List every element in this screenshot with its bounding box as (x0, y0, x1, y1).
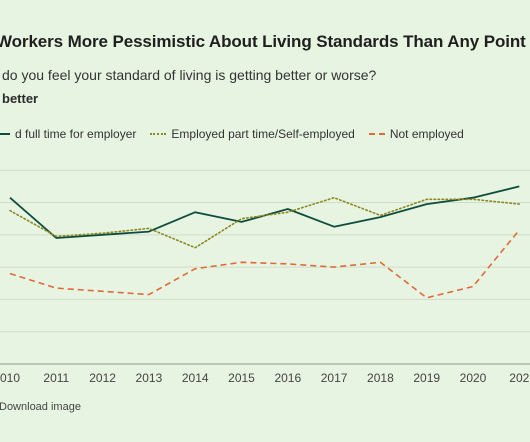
x-tick-label: 2016 (274, 371, 301, 385)
data-point[interactable] (100, 288, 106, 294)
data-point[interactable] (516, 183, 522, 189)
data-point[interactable] (424, 295, 430, 301)
data-point[interactable] (516, 227, 522, 233)
series-line-employed-part-time-self-employed (9, 196, 521, 249)
data-point[interactable] (100, 230, 106, 236)
x-tick-label: 202 (509, 371, 529, 385)
chart-subtitle: do you feel your standard of living is g… (2, 67, 377, 83)
x-tick-label: 2019 (413, 371, 440, 385)
legend-label-full-time: d full time for employer (15, 127, 137, 141)
series-line-d-full-time-for-employer (9, 185, 520, 239)
data-point[interactable] (239, 216, 245, 222)
x-tick-label: 010 (0, 371, 20, 385)
measure-label: better (2, 91, 39, 106)
x-tick-label: 2017 (321, 371, 348, 385)
legend-label-part-time: Employed part time/Self-employed (171, 127, 355, 141)
x-tick-label: 2011 (43, 371, 69, 385)
data-point[interactable] (285, 261, 291, 267)
chart-title: Workers More Pessimistic About Living St… (0, 32, 530, 51)
data-point[interactable] (470, 283, 476, 289)
data-point[interactable] (53, 285, 59, 291)
legend-label-not-employed: Not employed (389, 127, 464, 141)
data-point[interactable] (424, 196, 430, 202)
data-point[interactable] (146, 292, 152, 298)
data-point[interactable] (377, 212, 383, 218)
x-tick-label: 2015 (228, 371, 255, 385)
data-point[interactable] (146, 225, 152, 231)
data-point[interactable] (377, 259, 383, 265)
data-point[interactable] (7, 195, 13, 201)
data-point[interactable] (192, 266, 198, 272)
data-point[interactable] (7, 271, 13, 277)
legend-item-part-time[interactable]: Employed part time/Self-employed (150, 127, 355, 141)
data-point[interactable] (53, 233, 59, 239)
data-point[interactable] (331, 264, 337, 270)
data-point[interactable] (192, 245, 198, 251)
x-tick-label: 2013 (136, 371, 163, 385)
x-tick-label: 2014 (182, 371, 209, 385)
data-point[interactable] (239, 259, 245, 265)
legend-swatch-not-employed (368, 133, 385, 135)
data-point[interactable] (331, 224, 337, 230)
data-point[interactable] (285, 209, 291, 215)
legend-item-full-time[interactable]: d full time for employer (0, 127, 136, 141)
data-point[interactable] (470, 196, 476, 202)
legend-item-not-employed[interactable]: Not employed (368, 127, 464, 141)
series-line-not-employed (9, 229, 520, 299)
legend: d full time for employer Employed part t… (0, 127, 478, 141)
data-point[interactable] (7, 208, 13, 214)
x-tick-label: 2012 (89, 371, 116, 385)
data-point[interactable] (192, 209, 198, 215)
x-tick-label: 2020 (460, 371, 487, 385)
legend-swatch-full-time (0, 133, 10, 135)
legend-swatch-part-time (150, 133, 167, 135)
download-image-link[interactable]: Download image (0, 401, 81, 413)
data-point[interactable] (331, 195, 337, 201)
data-point[interactable] (516, 201, 522, 207)
x-tick-label: 2018 (367, 371, 394, 385)
